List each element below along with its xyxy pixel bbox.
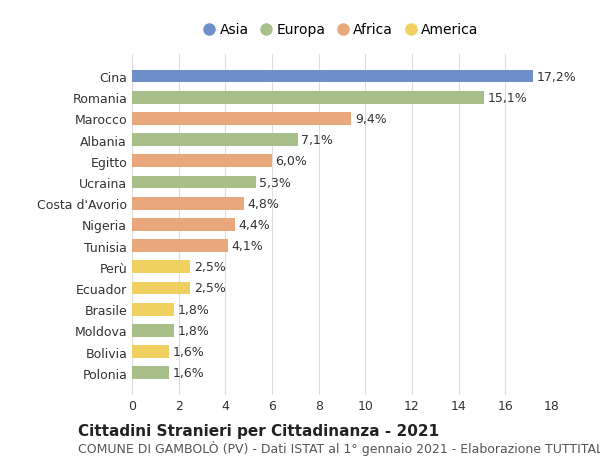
Bar: [132, 113, 352, 125]
Bar: [132, 367, 169, 379]
Text: 17,2%: 17,2%: [537, 70, 577, 84]
Bar: [132, 197, 244, 210]
Bar: [132, 155, 272, 168]
Bar: [132, 303, 174, 316]
Text: 9,4%: 9,4%: [355, 112, 386, 126]
Text: 1,6%: 1,6%: [173, 366, 205, 380]
Text: 15,1%: 15,1%: [488, 91, 527, 105]
Text: 4,4%: 4,4%: [238, 218, 270, 231]
Text: 2,5%: 2,5%: [194, 261, 226, 274]
Bar: [132, 240, 227, 252]
Text: 5,3%: 5,3%: [259, 176, 291, 189]
Text: 7,1%: 7,1%: [301, 134, 333, 147]
Text: 1,8%: 1,8%: [178, 303, 209, 316]
Legend: Asia, Europa, Africa, America: Asia, Europa, Africa, America: [200, 18, 484, 43]
Bar: [132, 346, 169, 358]
Text: 2,5%: 2,5%: [194, 282, 226, 295]
Bar: [132, 71, 533, 83]
Text: 1,8%: 1,8%: [178, 324, 209, 337]
Text: COMUNE DI GAMBOLÒ (PV) - Dati ISTAT al 1° gennaio 2021 - Elaborazione TUTTITALIA: COMUNE DI GAMBOLÒ (PV) - Dati ISTAT al 1…: [78, 440, 600, 455]
Text: Cittadini Stranieri per Cittadinanza - 2021: Cittadini Stranieri per Cittadinanza - 2…: [78, 423, 439, 438]
Bar: [132, 325, 174, 337]
Text: 1,6%: 1,6%: [173, 345, 205, 358]
Bar: [132, 261, 190, 274]
Text: 4,1%: 4,1%: [231, 240, 263, 252]
Text: 6,0%: 6,0%: [275, 155, 307, 168]
Bar: [132, 134, 298, 147]
Bar: [132, 92, 484, 104]
Bar: [132, 176, 256, 189]
Text: 4,8%: 4,8%: [248, 197, 280, 210]
Bar: [132, 282, 190, 295]
Bar: [132, 218, 235, 231]
